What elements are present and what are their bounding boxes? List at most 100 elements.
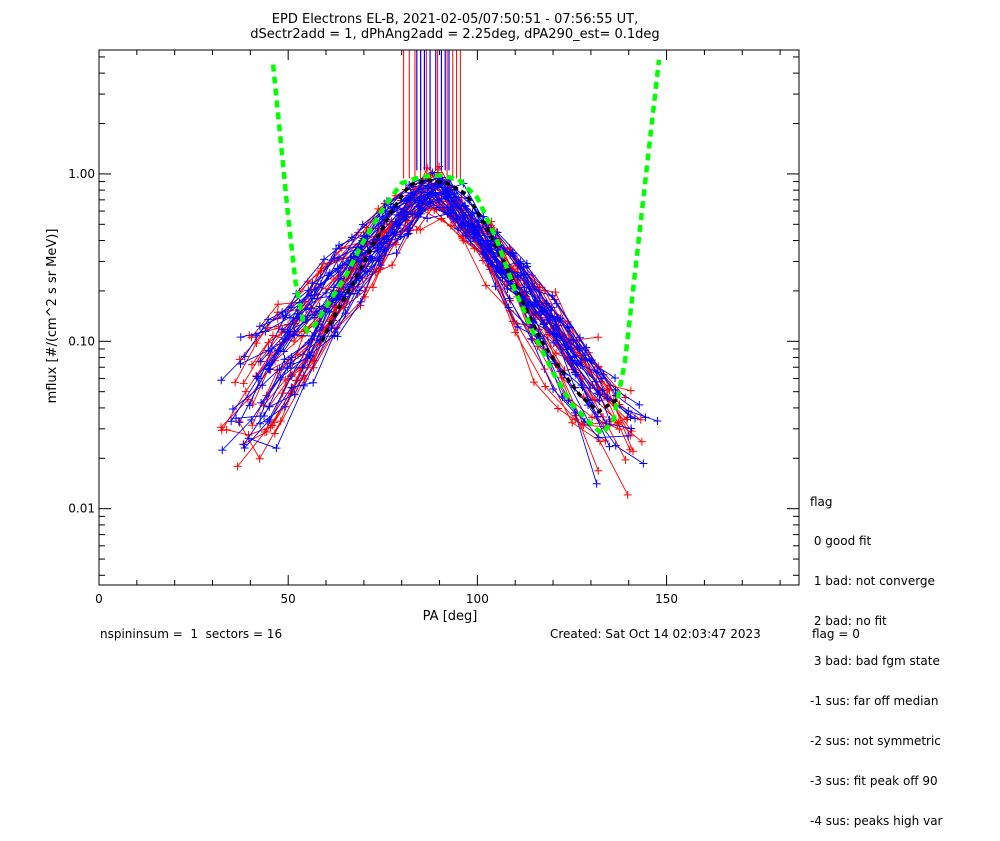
blue-series-point: [330, 254, 339, 263]
y-tick-label: 0.01: [68, 502, 95, 516]
blue-series-point: [635, 400, 644, 409]
red-series-point: [529, 378, 538, 387]
x-axis-label: PA [deg]: [423, 609, 478, 624]
blue-series-point: [595, 390, 604, 399]
red-series-point: [264, 338, 273, 347]
blue-series-point: [310, 313, 319, 322]
blue-series-point: [461, 231, 470, 240]
x-tick-label: 100: [466, 592, 489, 606]
red-series-point: [239, 379, 248, 388]
blue-series-point: [290, 390, 299, 399]
blue-series-point: [565, 323, 574, 332]
red-series-point: [594, 333, 603, 342]
chart-svg: EPD Electrons EL-B, 2021-02-05/07:50:51 …: [45, 12, 800, 624]
blue-series-point: [304, 286, 313, 295]
blue-series-point: [516, 257, 525, 266]
blue-series-point: [433, 182, 442, 191]
blue-series-point: [358, 220, 367, 229]
legend-item: 2 bad: no fit: [810, 614, 887, 629]
blue-series-point: [236, 333, 245, 342]
x-tick-label: 0: [95, 592, 103, 606]
red-series-point: [594, 466, 603, 475]
blue-series-point: [575, 345, 584, 354]
red-series-point: [541, 382, 550, 391]
red-series-point: [621, 455, 630, 464]
blue-series-point: [453, 224, 462, 233]
red-series-point: [446, 221, 455, 230]
blue-series-point: [347, 233, 356, 242]
legend-item: -3 sus: fit peak off 90: [810, 773, 938, 788]
red-series-point: [262, 427, 271, 436]
blue-series-point: [497, 265, 506, 274]
blue-series-point: [423, 214, 432, 223]
blue-series-point: [280, 402, 289, 411]
y-tick-label: 0.10: [68, 334, 95, 348]
blue-series-point: [298, 363, 307, 372]
blue-series-point: [593, 412, 602, 421]
blue-series-point: [446, 209, 455, 218]
blue-series-line: [259, 192, 632, 429]
blue-series-point: [469, 234, 478, 243]
footer-created: Created: Sat Oct 14 02:03:47 2023: [550, 627, 761, 641]
blue-series-point: [275, 365, 284, 374]
blue-series-point: [227, 417, 236, 426]
blue-series-point: [552, 299, 561, 308]
blue-series-point: [263, 417, 272, 426]
blue-series-point: [281, 335, 290, 344]
blue-series-point: [509, 251, 518, 260]
blue-series-line: [269, 189, 598, 484]
blue-series-point: [356, 297, 365, 306]
axis-layer: 0 50 100 150 0.01 0.10 1.00: [68, 50, 799, 606]
red-series-point: [553, 404, 562, 413]
blue-series-point: [382, 232, 391, 241]
blue-series-point: [611, 441, 620, 450]
red-series-point: [625, 445, 634, 454]
blue-series-line: [232, 176, 616, 410]
red-series-point: [274, 324, 283, 333]
blue-series-point: [330, 328, 339, 337]
red-series-point: [636, 415, 645, 424]
blue-series-point: [245, 401, 254, 410]
legend-title: flag: [810, 494, 833, 509]
blue-series-point: [254, 374, 263, 383]
blue-series-point: [218, 446, 227, 455]
red-series-point: [231, 378, 240, 387]
blue-series-point: [592, 479, 601, 488]
series-layer: [217, 162, 662, 499]
peak-marker-layer: [403, 50, 461, 179]
red-series-point: [266, 423, 275, 432]
blue-series-point: [641, 413, 650, 422]
blue-series-point: [308, 294, 317, 303]
blue-series-point: [260, 411, 269, 420]
blue-series-point: [333, 264, 342, 273]
blue-series-point: [549, 338, 558, 347]
blue-series-point: [461, 202, 470, 211]
blue-series-point: [570, 408, 579, 417]
blue-series-point: [228, 404, 237, 413]
blue-series-point: [261, 327, 270, 336]
red-series-point: [588, 413, 597, 422]
blue-series-point: [484, 239, 493, 248]
blue-series-point: [624, 431, 633, 440]
blue-series-point: [491, 282, 500, 291]
blue-series-point: [239, 440, 248, 449]
blue-series-point: [235, 418, 244, 427]
blue-series-point: [281, 311, 290, 320]
blue-series-point: [290, 327, 299, 336]
blue-series-point: [577, 356, 586, 365]
blue-series-point: [527, 334, 536, 343]
blue-series-point: [379, 239, 388, 248]
blue-series-point: [513, 272, 522, 281]
footer-flag: flag = 0: [812, 627, 860, 641]
red-series-point: [457, 232, 466, 241]
blue-series-point: [426, 197, 435, 206]
blue-series-point: [283, 327, 292, 336]
red-series-point: [416, 225, 425, 234]
blue-series-point: [571, 370, 580, 379]
blue-series-point: [310, 332, 319, 341]
blue-series-line: [255, 192, 597, 383]
blue-series-point: [594, 433, 603, 442]
blue-series-point: [306, 291, 315, 300]
red-series-point: [637, 437, 646, 446]
blue-series-point: [322, 288, 331, 297]
